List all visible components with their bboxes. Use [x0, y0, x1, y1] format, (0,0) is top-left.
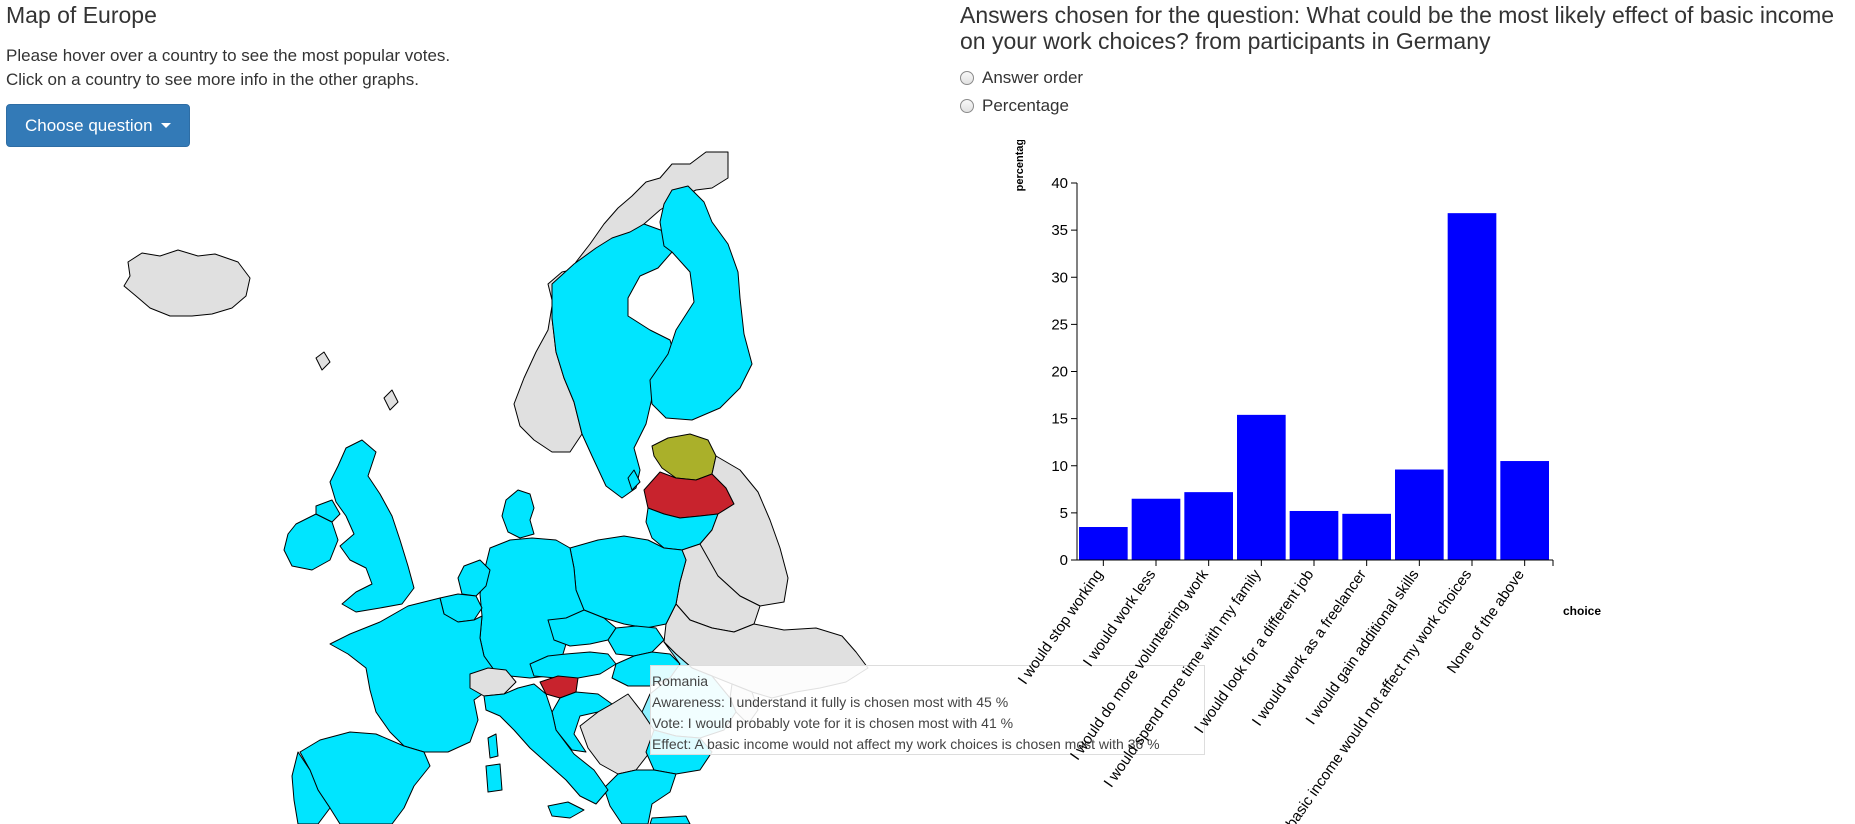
country-france[interactable]	[329, 597, 495, 753]
island-gotland	[627, 469, 641, 491]
y-tick-label-30: 30	[1051, 269, 1068, 286]
sort-percentage-option[interactable]: Percentage	[960, 96, 1069, 116]
map-instructions: Please hover over a country to see the m…	[6, 44, 450, 92]
island-shetland	[383, 389, 399, 411]
europe-map[interactable]	[0, 145, 950, 824]
tooltip-country: Romania	[652, 673, 709, 689]
y-tick-label-15: 15	[1051, 411, 1068, 428]
x-axis-title: choice	[1563, 604, 1601, 618]
map-panel: Map of Europe Please hover over a countr…	[0, 2, 1205, 824]
chart-title: Answers chosen for the question: What co…	[960, 2, 1835, 54]
y-tick-label-0: 0	[1060, 552, 1068, 569]
bar-6	[1342, 513, 1391, 560]
choose-question-button[interactable]: Choose question	[6, 104, 190, 147]
island-crete	[649, 815, 691, 824]
choose-question-label: Choose question	[25, 115, 153, 135]
bar-9	[1500, 461, 1549, 560]
map-title: Map of Europe	[6, 2, 157, 28]
island-corsica	[487, 733, 499, 759]
country-uk[interactable]	[329, 439, 415, 613]
country-ireland[interactable]	[283, 513, 339, 571]
y-tick-label-25: 25	[1051, 316, 1068, 333]
country-italy-sicily[interactable]	[547, 801, 585, 819]
sort-answer-order-option[interactable]: Answer order	[960, 68, 1083, 88]
y-tick-label-40: 40	[1051, 175, 1068, 192]
y-axis-title: percentage	[1014, 140, 1026, 191]
country-switzerland[interactable]	[469, 667, 517, 697]
radio-answer-order[interactable]	[960, 71, 974, 85]
y-tick-label-20: 20	[1051, 364, 1068, 381]
country-greece[interactable]	[603, 769, 677, 824]
y-tick-label-5: 5	[1060, 505, 1068, 522]
bar-4	[1237, 414, 1286, 560]
map-instruction-hover: Please hover over a country to see the m…	[6, 46, 451, 65]
country-finland[interactable]	[649, 185, 753, 421]
bar-3	[1184, 492, 1233, 560]
bar-8	[1447, 213, 1497, 560]
map-instruction-click: Click on a country to see more info in t…	[6, 70, 419, 89]
tooltip-vote: Vote: I would probably vote for it is ch…	[652, 715, 1014, 731]
y-tick-label-10: 10	[1051, 458, 1068, 475]
chart-panel: Answers chosen for the question: What co…	[950, 0, 1855, 824]
bar-1	[1079, 527, 1128, 560]
tooltip-awareness: Awareness: I understand it fully is chos…	[652, 694, 1009, 710]
island-faroe	[315, 351, 331, 371]
country-iceland[interactable]	[123, 249, 251, 317]
country-slovakia[interactable]	[607, 625, 665, 657]
x-tick-label-8: A basic income would not affect my work …	[1275, 567, 1475, 824]
country-uk-ni[interactable]	[315, 499, 341, 523]
country-tooltip: Romania Awareness: I understand it fully…	[650, 665, 1205, 755]
country-netherlands[interactable]	[457, 559, 491, 597]
bar-2	[1131, 498, 1181, 560]
country-denmark[interactable]	[501, 489, 535, 539]
sort-answer-order-label: Answer order	[982, 68, 1084, 87]
caret-down-icon	[160, 123, 171, 128]
country-portugal[interactable]	[291, 751, 331, 824]
radio-percentage[interactable]	[960, 99, 974, 113]
country-italy[interactable]	[483, 683, 609, 805]
sort-percentage-label: Percentage	[982, 96, 1069, 115]
island-sardinia	[485, 763, 503, 793]
tooltip-effect: Effect: A basic income would not affect …	[652, 736, 1160, 752]
bar-7	[1395, 469, 1444, 560]
country-balkans[interactable]	[579, 693, 655, 775]
bar-5	[1289, 510, 1339, 560]
y-tick-label-35: 35	[1051, 222, 1068, 239]
